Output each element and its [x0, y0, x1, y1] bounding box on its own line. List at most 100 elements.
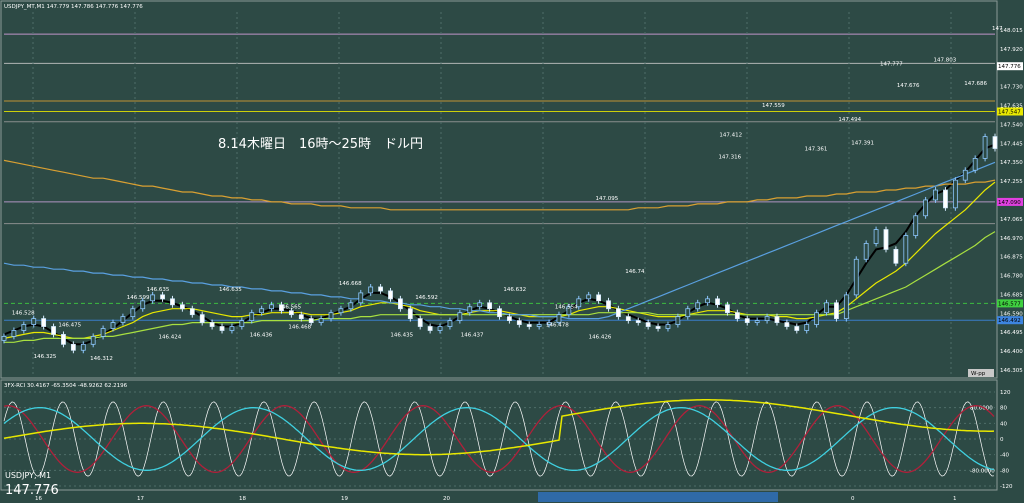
osc-tick-5: -80	[1000, 468, 1009, 474]
price-label-3: 146.312	[90, 356, 113, 362]
chart-annotation: 8.14木曜日 16時～25時 ドル円	[218, 137, 423, 152]
candle-body-98	[972, 157, 978, 171]
price-label-30: 147.686	[964, 81, 987, 87]
price-label-29: 147.803	[933, 57, 956, 63]
price-label-8: 146.565	[278, 305, 301, 311]
price-label-31: 147	[992, 26, 1003, 32]
candle-body-55	[546, 322, 552, 325]
candle-body-5	[51, 326, 56, 335]
price-label-26: 147.391	[851, 141, 874, 147]
candle-body-3	[31, 318, 37, 325]
ma-line-3	[3, 159, 996, 211]
x-tick-label-1: 17	[137, 496, 144, 502]
candle-body-76	[754, 320, 760, 323]
price-label-2: 146.325	[34, 354, 57, 360]
candle-body-27	[269, 304, 274, 310]
price-label-0: 146.528	[12, 311, 35, 317]
candle-body-46	[457, 312, 463, 321]
candle-body-77	[764, 316, 770, 321]
candle-body-16	[160, 294, 165, 300]
candle-body-83	[824, 302, 829, 314]
candle-body-54	[536, 324, 542, 327]
candle-body-60	[596, 294, 601, 302]
candle-body-26	[259, 308, 265, 314]
osc-wave-1	[3, 405, 995, 473]
candle-body-73	[725, 304, 730, 314]
candle-body-1	[11, 330, 17, 337]
right-tag-bg-1	[997, 107, 1023, 116]
candle-body-96	[952, 179, 958, 209]
y-tick-label-6: 147.445	[1000, 141, 1023, 147]
candle-body-82	[814, 312, 820, 325]
price-label-12: 146.592	[415, 295, 438, 301]
candle-body-8	[80, 343, 86, 351]
candle-body-92	[913, 215, 919, 236]
osc-level-label-1: -80.0000	[970, 468, 995, 474]
candle-body-52	[516, 320, 522, 325]
right-tag-bg-0	[997, 62, 1023, 71]
price-label-28: 147.676	[897, 83, 920, 89]
right-tag-bg-4	[997, 316, 1023, 325]
price-label-16: 146.554	[555, 305, 578, 311]
candle-body-6	[61, 334, 66, 345]
price-label-11: 146.668	[339, 281, 362, 287]
price-label-24: 147.361	[805, 146, 828, 152]
candle-body-99	[982, 136, 988, 159]
price-label-27: 147.777	[880, 61, 903, 67]
candle-body-87	[863, 243, 869, 260]
price-label-20: 146.74	[625, 269, 645, 275]
candle-body-14	[140, 300, 146, 310]
candle-body-85	[843, 294, 849, 320]
candle-body-97	[962, 169, 968, 181]
x-tick-label-2: 18	[239, 496, 246, 502]
candle-body-50	[497, 308, 502, 318]
candle-body-4	[41, 318, 47, 327]
candle-body-45	[447, 320, 453, 327]
candle-body-81	[804, 324, 810, 331]
osc-slow-line	[3, 399, 995, 456]
candle-body-70	[695, 302, 701, 310]
candle-body-11	[110, 322, 116, 329]
price-label-5: 146.635	[147, 287, 170, 293]
osc-level-label-0: 80.0000	[970, 406, 993, 412]
candle-body-62	[616, 308, 621, 318]
candle-body-0	[1, 336, 7, 341]
osc-tick-4: -40	[1000, 453, 1009, 459]
candle-body-49	[487, 302, 492, 310]
candle-body-90	[893, 248, 899, 264]
osc-tick-3: 0	[1000, 437, 1004, 443]
right-tag-text-3: 146.577	[998, 301, 1021, 307]
candle-body-2	[21, 324, 27, 331]
candle-body-42	[417, 318, 423, 327]
y-tick-label-0: 148.015	[1000, 28, 1023, 34]
candle-body-39	[388, 290, 393, 300]
candle-body-41	[407, 308, 413, 320]
y-tick-label-1: 147.920	[1000, 47, 1023, 53]
osc-tick-6: -120	[1000, 484, 1013, 490]
right-price-tags: 147.776 147.547 147.090 146.577 146.492	[997, 62, 1023, 325]
candle-body-31	[308, 318, 314, 323]
y-tick-label-17: 146.400	[1000, 349, 1023, 355]
candle-body-79	[784, 322, 790, 327]
oscillator: 120 80 40 0 -40 -80 -120 80.0000 -80.0000	[3, 390, 1013, 490]
right-tag-text-2: 147.090	[998, 200, 1021, 206]
candle-body-72	[715, 298, 720, 306]
candle-body-78	[774, 316, 780, 323]
candle-body-68	[675, 316, 681, 325]
candle-body-7	[70, 343, 76, 351]
candle-body-13	[130, 308, 136, 318]
candle-body-32	[318, 318, 324, 323]
candle-body-53	[526, 324, 532, 327]
right-tag-text-1: 147.547	[998, 110, 1021, 116]
candle-body-69	[685, 308, 691, 318]
candle-body-29	[288, 310, 294, 316]
candle-body-48	[477, 302, 483, 308]
candle-body-75	[744, 318, 750, 323]
wpp-text: W-pp	[971, 371, 986, 377]
main-panel-border	[0, 0, 998, 379]
candle-body-88	[873, 229, 879, 244]
candle-body-93	[923, 199, 929, 217]
candle-body-65	[645, 322, 651, 327]
candle-body-33	[328, 312, 334, 320]
